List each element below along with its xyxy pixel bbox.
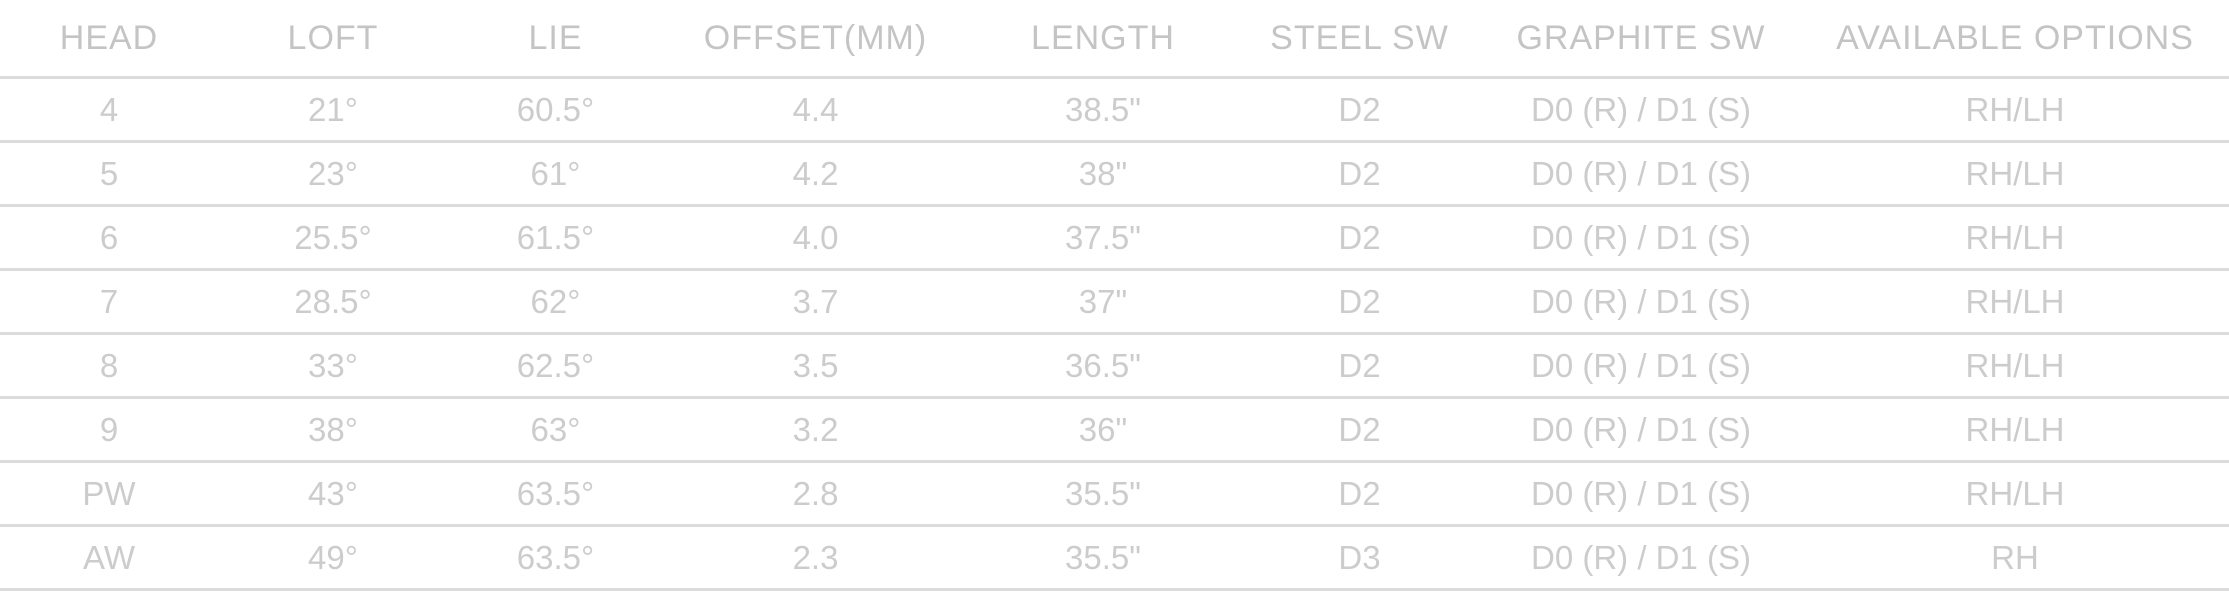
cell-offset: 3.7 — [663, 269, 968, 335]
cell-steel-sw: D2 — [1238, 397, 1481, 463]
cell-available-options: RH/LH — [1801, 333, 2229, 399]
cell-lie: 62° — [448, 269, 663, 335]
cell-graphite-sw: D0 (R) / D1 (S) — [1481, 77, 1801, 143]
cell-steel-sw: D2 — [1238, 77, 1481, 143]
cell-loft: 21° — [218, 77, 448, 143]
cell-head: AW — [0, 525, 218, 591]
cell-head: PW — [0, 461, 218, 527]
cell-offset: 2.8 — [663, 461, 968, 527]
cell-length: 35.5" — [968, 461, 1238, 527]
cell-steel-sw: D3 — [1238, 525, 1481, 591]
cell-offset: 2.3 — [663, 525, 968, 591]
column-header-head: HEAD — [0, 0, 218, 79]
cell-lie: 61° — [448, 141, 663, 207]
column-header-lie: LIE — [448, 0, 663, 79]
cell-steel-sw: D2 — [1238, 333, 1481, 399]
cell-length: 37" — [968, 269, 1238, 335]
column-header-offset: OFFSET(MM) — [663, 0, 968, 79]
cell-graphite-sw: D0 (R) / D1 (S) — [1481, 141, 1801, 207]
cell-available-options: RH — [1801, 525, 2229, 591]
table-row: 9 38° 63° 3.2 36" D2 D0 (R) / D1 (S) RH/… — [0, 397, 2229, 463]
cell-length: 37.5" — [968, 205, 1238, 271]
table-row: 7 28.5° 62° 3.7 37" D2 D0 (R) / D1 (S) R… — [0, 269, 2229, 335]
cell-length: 35.5" — [968, 525, 1238, 591]
cell-length: 36.5" — [968, 333, 1238, 399]
cell-head: 5 — [0, 141, 218, 207]
cell-lie: 63° — [448, 397, 663, 463]
cell-lie: 63.5° — [448, 525, 663, 591]
cell-length: 38" — [968, 141, 1238, 207]
table-row: AW 49° 63.5° 2.3 35.5" D3 D0 (R) / D1 (S… — [0, 525, 2229, 591]
cell-available-options: RH/LH — [1801, 141, 2229, 207]
cell-head: 7 — [0, 269, 218, 335]
cell-available-options: RH/LH — [1801, 397, 2229, 463]
cell-graphite-sw: D0 (R) / D1 (S) — [1481, 205, 1801, 271]
table-row: 8 33° 62.5° 3.5 36.5" D2 D0 (R) / D1 (S)… — [0, 333, 2229, 399]
cell-loft: 28.5° — [218, 269, 448, 335]
cell-head: 6 — [0, 205, 218, 271]
cell-loft: 25.5° — [218, 205, 448, 271]
cell-available-options: RH/LH — [1801, 205, 2229, 271]
cell-graphite-sw: D0 (R) / D1 (S) — [1481, 461, 1801, 527]
column-header-steel-sw: STEEL SW — [1238, 0, 1481, 79]
cell-steel-sw: D2 — [1238, 461, 1481, 527]
cell-graphite-sw: D0 (R) / D1 (S) — [1481, 397, 1801, 463]
cell-lie: 63.5° — [448, 461, 663, 527]
table-body: 4 21° 60.5° 4.4 38.5" D2 D0 (R) / D1 (S)… — [0, 77, 2229, 591]
cell-loft: 33° — [218, 333, 448, 399]
cell-offset: 3.2 — [663, 397, 968, 463]
cell-offset: 4.0 — [663, 205, 968, 271]
cell-head: 4 — [0, 77, 218, 143]
cell-loft: 49° — [218, 525, 448, 591]
column-header-length: LENGTH — [968, 0, 1238, 79]
cell-steel-sw: D2 — [1238, 205, 1481, 271]
cell-graphite-sw: D0 (R) / D1 (S) — [1481, 269, 1801, 335]
cell-available-options: RH/LH — [1801, 461, 2229, 527]
cell-loft: 43° — [218, 461, 448, 527]
cell-offset: 4.4 — [663, 77, 968, 143]
column-header-available-options: AVAILABLE OPTIONS — [1801, 0, 2229, 79]
table-row: 4 21° 60.5° 4.4 38.5" D2 D0 (R) / D1 (S)… — [0, 77, 2229, 143]
cell-graphite-sw: D0 (R) / D1 (S) — [1481, 525, 1801, 591]
column-header-loft: LOFT — [218, 0, 448, 79]
cell-offset: 3.5 — [663, 333, 968, 399]
cell-length: 36" — [968, 397, 1238, 463]
cell-loft: 23° — [218, 141, 448, 207]
cell-head: 8 — [0, 333, 218, 399]
cell-steel-sw: D2 — [1238, 269, 1481, 335]
table-row: 6 25.5° 61.5° 4.0 37.5" D2 D0 (R) / D1 (… — [0, 205, 2229, 271]
cell-lie: 62.5° — [448, 333, 663, 399]
cell-offset: 4.2 — [663, 141, 968, 207]
cell-graphite-sw: D0 (R) / D1 (S) — [1481, 333, 1801, 399]
cell-loft: 38° — [218, 397, 448, 463]
column-header-graphite-sw: GRAPHITE SW — [1481, 0, 1801, 79]
table-row: PW 43° 63.5° 2.8 35.5" D2 D0 (R) / D1 (S… — [0, 461, 2229, 527]
cell-lie: 61.5° — [448, 205, 663, 271]
table-row: 5 23° 61° 4.2 38" D2 D0 (R) / D1 (S) RH/… — [0, 141, 2229, 207]
cell-available-options: RH/LH — [1801, 77, 2229, 143]
cell-head: 9 — [0, 397, 218, 463]
cell-available-options: RH/LH — [1801, 269, 2229, 335]
cell-steel-sw: D2 — [1238, 141, 1481, 207]
cell-lie: 60.5° — [448, 77, 663, 143]
cell-length: 38.5" — [968, 77, 1238, 143]
table-header-row: HEAD LOFT LIE OFFSET(MM) LENGTH STEEL SW… — [0, 0, 2229, 79]
